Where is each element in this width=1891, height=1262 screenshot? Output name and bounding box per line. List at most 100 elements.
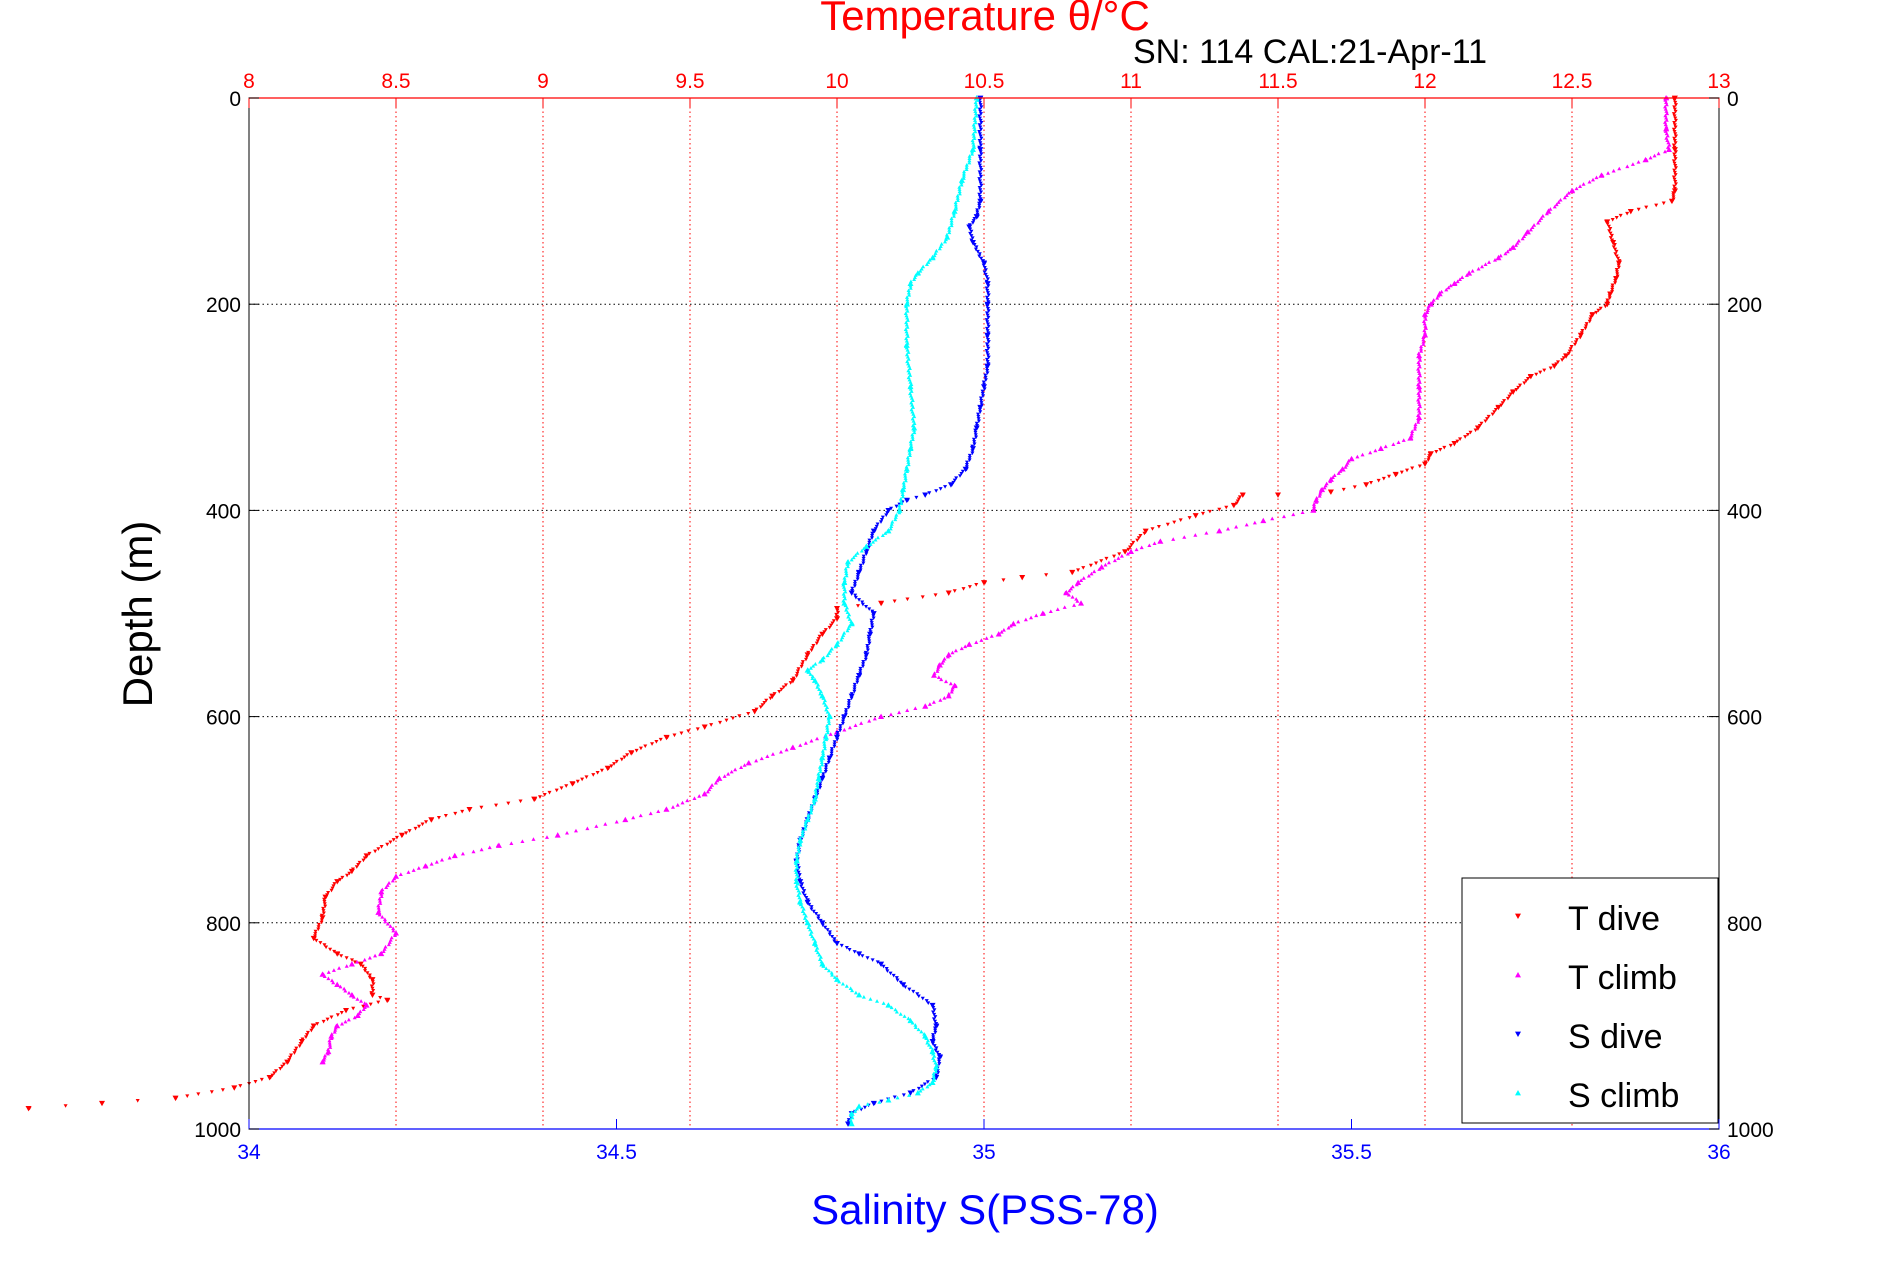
trace-point: [891, 973, 896, 978]
trace-point: [850, 988, 855, 993]
trace-point: [982, 382, 987, 387]
trace-point: [1492, 410, 1497, 414]
trace-point: [985, 360, 990, 364]
trace-point: [977, 405, 982, 410]
trace-point: [885, 511, 890, 515]
trace-point: [293, 1048, 298, 1053]
trace-point: [680, 800, 685, 805]
trace-point: [934, 1022, 939, 1026]
trace-point: [855, 572, 860, 577]
trace-point: [926, 260, 931, 264]
trace-point: [1515, 241, 1520, 245]
trace-point: [861, 554, 866, 559]
trace-point: [904, 329, 909, 334]
trace-point: [822, 739, 827, 744]
trace-point: [975, 426, 980, 430]
trace-point: [842, 587, 847, 592]
trace-point: [977, 163, 982, 168]
trace-point: [977, 161, 982, 165]
trace-point: [643, 744, 648, 749]
trace-point: [1281, 514, 1286, 519]
trace-point: [812, 799, 817, 803]
trace-point: [977, 252, 982, 256]
trace-point: [286, 1060, 291, 1064]
trace-point: [1556, 200, 1561, 204]
trace-point: [606, 766, 611, 771]
trace-point: [1417, 380, 1422, 384]
trace-point: [1610, 287, 1615, 292]
trace-point: [818, 691, 823, 696]
trace-point: [954, 204, 958, 209]
trace-point: [983, 375, 988, 380]
trace-point: [979, 403, 984, 408]
trace-point: [322, 974, 327, 979]
trace-point: [1041, 611, 1046, 616]
trace-point: [1636, 160, 1641, 164]
trace-point: [358, 962, 363, 967]
trace-point: [929, 1080, 934, 1085]
trace-point: [1673, 116, 1678, 121]
trace-point: [979, 112, 984, 116]
trace-point: [809, 803, 814, 808]
trace-point: [984, 279, 989, 284]
trace-point: [1001, 578, 1006, 582]
trace-point: [1416, 413, 1421, 418]
trace-point: [1544, 211, 1549, 216]
trace-point: [537, 795, 542, 799]
trace-point: [1363, 483, 1368, 487]
trace-point: [861, 561, 866, 566]
trace-point: [905, 299, 910, 304]
trace-point: [861, 664, 866, 669]
trace-point: [1538, 370, 1543, 375]
trace-point: [880, 533, 885, 538]
trace-point: [1502, 399, 1507, 403]
trace-point: [1157, 539, 1162, 543]
trace-point: [1608, 231, 1613, 236]
trace-point: [1610, 283, 1615, 288]
trace-point: [1086, 573, 1091, 578]
trace-point: [905, 325, 910, 329]
trace-point: [826, 756, 831, 760]
trace-point: [332, 949, 337, 954]
trace-point: [1617, 166, 1622, 171]
depth-tick-label-right: 600: [1727, 707, 1762, 730]
trace-point: [800, 660, 805, 664]
trace-point: [938, 487, 943, 491]
trace-point: [790, 678, 795, 683]
trace-point: [1656, 151, 1661, 156]
trace-point: [362, 856, 367, 860]
trace-point: [1671, 193, 1676, 197]
trace-point: [1487, 260, 1492, 264]
trace-point: [1537, 218, 1542, 223]
trace-point: [378, 951, 383, 956]
trace-point: [1235, 499, 1240, 504]
trace-point: [967, 456, 972, 460]
trace-point: [977, 154, 982, 159]
trace-point: [1603, 304, 1608, 309]
trace-point: [946, 693, 951, 698]
trace-point: [972, 125, 977, 129]
trace-point: [376, 903, 381, 908]
trace-point: [697, 794, 702, 798]
trace-point: [355, 997, 360, 1001]
trace-point: [1588, 317, 1593, 322]
trace-point: [320, 916, 325, 920]
trace-point: [361, 1007, 366, 1012]
trace-point: [1029, 615, 1034, 620]
trace-point: [883, 531, 888, 535]
trace-point: [903, 985, 908, 989]
trace-point: [855, 680, 860, 685]
trace-point: [1426, 304, 1431, 308]
trace-point: [1596, 308, 1601, 313]
trace-point: [612, 762, 617, 766]
trace-point: [862, 1105, 867, 1110]
trace-point: [1391, 442, 1396, 447]
trace-point: [1360, 452, 1365, 457]
trace-point: [900, 490, 905, 494]
trace-point: [851, 555, 856, 560]
trace-point: [884, 967, 889, 971]
trace-point: [1434, 450, 1439, 454]
trace-point: [872, 716, 877, 721]
trace-point: [974, 102, 979, 107]
trace-point: [1574, 186, 1579, 191]
